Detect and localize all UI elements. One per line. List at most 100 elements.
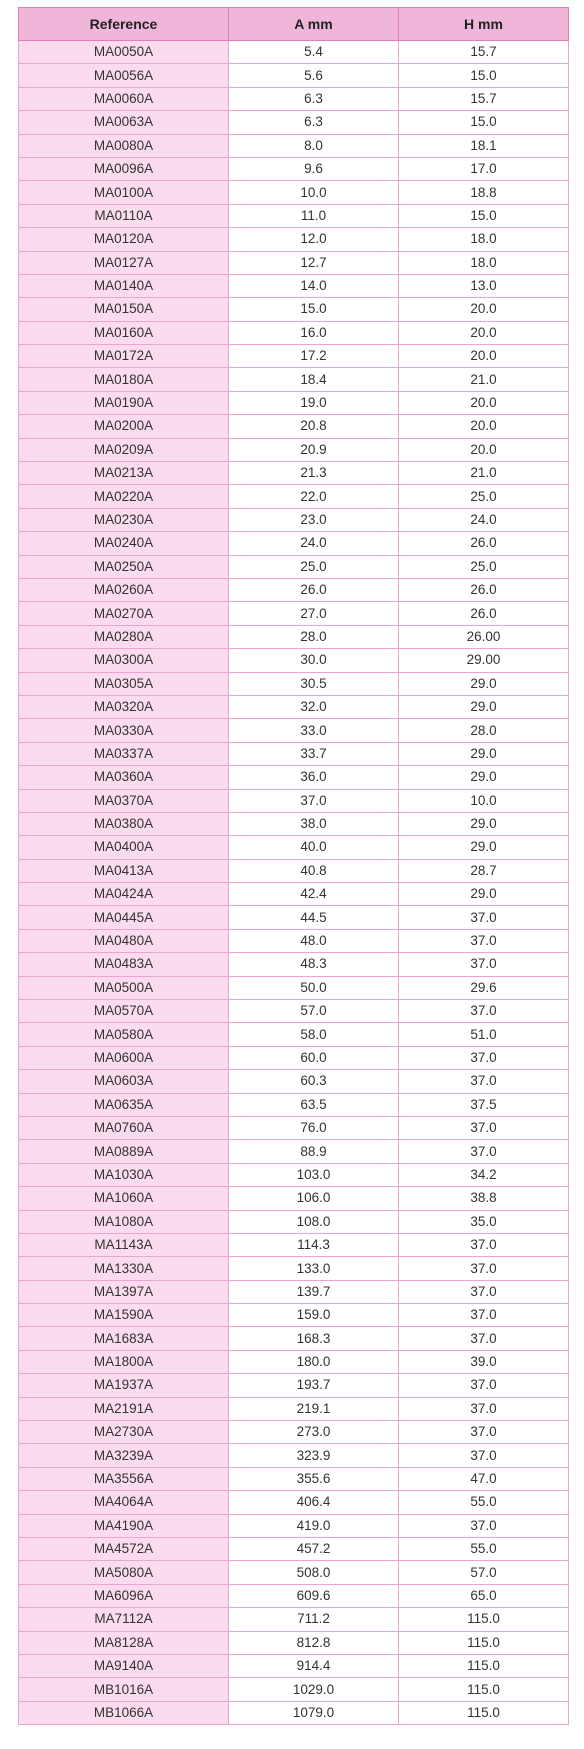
- h-mm-cell: 26.0: [398, 531, 569, 556]
- reference-cell: MA0190A: [18, 390, 229, 416]
- reference-cell: MA0445A: [18, 905, 229, 930]
- h-mm-cell: 37.0: [398, 928, 569, 954]
- a-mm-cell: 15.0: [228, 297, 399, 322]
- table-row: MA0280A 28.0 26.00: [18, 624, 569, 650]
- table-row: MA0260A 26.0 26.0: [18, 577, 569, 603]
- h-mm-cell: 21.0: [398, 367, 569, 392]
- h-mm-cell: 13.0: [398, 273, 569, 299]
- table-row: MA4572A 457.2 55.0: [18, 1536, 569, 1562]
- reference-cell: MA1060A: [18, 1186, 229, 1211]
- a-mm-cell: 355.6: [228, 1466, 399, 1492]
- h-mm-cell: 29.0: [398, 671, 569, 696]
- h-mm-cell: 115.0: [398, 1653, 569, 1679]
- table-row: MA0760A 76.0 37.0: [18, 1115, 569, 1141]
- a-mm-cell: 27.0: [228, 601, 399, 626]
- table-row: MA0889A 88.9 37.0: [18, 1139, 569, 1164]
- reference-cell: MA3556A: [18, 1466, 229, 1492]
- table-row: MA3239A 323.9 37.0: [18, 1443, 569, 1468]
- table-row: MA5080A 508.0 57.0: [18, 1560, 569, 1585]
- a-mm-cell: 406.4: [228, 1490, 399, 1515]
- table-row: MA1397A 139.7 37.0: [18, 1279, 569, 1305]
- h-mm-cell: 37.0: [398, 1420, 569, 1445]
- h-mm-cell: 34.2: [398, 1162, 569, 1188]
- reference-cell: MA0080A: [18, 133, 229, 158]
- reference-cell: MA0400A: [18, 835, 229, 860]
- table-row: MA0337A 33.7 29.0: [18, 741, 569, 767]
- h-mm-cell: 20.0: [398, 437, 569, 463]
- reference-cell: MA0200A: [18, 414, 229, 439]
- h-mm-cell: 37.0: [398, 1443, 569, 1468]
- a-mm-cell: 76.0: [228, 1115, 399, 1141]
- table-row: MA1590A 159.0 37.0: [18, 1303, 569, 1328]
- a-mm-cell: 609.6: [228, 1583, 399, 1609]
- table-row: MA0370A 37.0 10.0: [18, 788, 569, 813]
- table-row: MA0400A 40.0 29.0: [18, 835, 569, 860]
- reference-cell: MA0413A: [18, 858, 229, 884]
- reference-cell: MA1800A: [18, 1349, 229, 1375]
- table-row: MA0320A 32.0 29.0: [18, 694, 569, 720]
- reference-cell: MA0360A: [18, 765, 229, 790]
- h-mm-cell: 38.8: [398, 1186, 569, 1211]
- reference-cell: MA0056A: [18, 63, 229, 88]
- reference-cell: MB1066A: [18, 1700, 229, 1726]
- reference-cell: MA0230A: [18, 507, 229, 533]
- reference-cell: MA0050A: [18, 39, 229, 65]
- table-row: MA0096A 9.6 17.0: [18, 156, 569, 182]
- h-mm-cell: 24.0: [398, 507, 569, 533]
- h-mm-cell: 20.0: [398, 344, 569, 369]
- a-mm-cell: 20.9: [228, 437, 399, 463]
- h-mm-cell: 37.0: [398, 1373, 569, 1398]
- h-mm-cell: 37.0: [398, 1303, 569, 1328]
- dimensions-table: Reference A mm H mm MA0050A 5.4 15.7 MA0056…: [18, 7, 569, 1726]
- reference-cell: MA0480A: [18, 928, 229, 954]
- a-mm-cell: 44.5: [228, 905, 399, 930]
- reference-cell: MA0063A: [18, 110, 229, 135]
- table-row: MA0240A 24.0 26.0: [18, 531, 569, 556]
- reference-cell: MA0150A: [18, 297, 229, 322]
- h-mm-cell: 57.0: [398, 1560, 569, 1585]
- a-mm-cell: 26.0: [228, 577, 399, 603]
- reference-cell: MA8128A: [18, 1630, 229, 1655]
- reference-cell: MA0260A: [18, 577, 229, 603]
- table-row: MA0200A 20.8 20.0: [18, 414, 569, 439]
- table-row: MA0500A 50.0 29.6: [18, 975, 569, 1001]
- a-mm-cell: 30.5: [228, 671, 399, 696]
- table-row: MB1016A 1029.0 115.0: [18, 1677, 569, 1702]
- table-row: MA0230A 23.0 24.0: [18, 507, 569, 533]
- table-row: MA0127A 12.7 18.0: [18, 250, 569, 275]
- reference-cell: MA1590A: [18, 1303, 229, 1328]
- reference-cell: MA0500A: [18, 975, 229, 1001]
- reference-cell: MA0172A: [18, 344, 229, 369]
- h-mm-cell: 29.0: [398, 765, 569, 790]
- reference-cell: MA0060A: [18, 86, 229, 112]
- h-mm-cell: 28.7: [398, 858, 569, 884]
- table-row: MA0330A 33.0 28.0: [18, 718, 569, 743]
- a-mm-cell: 48.0: [228, 928, 399, 954]
- table-row: MA1080A 108.0 35.0: [18, 1209, 569, 1234]
- h-mm-cell: 55.0: [398, 1490, 569, 1515]
- reference-cell: MA1080A: [18, 1209, 229, 1234]
- h-mm-cell: 29.00: [398, 648, 569, 673]
- reference-cell: MA4064A: [18, 1490, 229, 1515]
- table-row: MA0570A 57.0 37.0: [18, 999, 569, 1024]
- table-row: MA1800A 180.0 39.0: [18, 1349, 569, 1375]
- h-mm-cell: 115.0: [398, 1700, 569, 1726]
- h-mm-cell: 28.0: [398, 718, 569, 743]
- a-mm-cell: 114.3: [228, 1232, 399, 1258]
- table-row: MA1030A 103.0 34.2: [18, 1162, 569, 1188]
- header-reference: Reference: [18, 7, 229, 41]
- h-mm-cell: 20.0: [398, 390, 569, 416]
- a-mm-cell: 11.0: [228, 203, 399, 229]
- a-mm-cell: 88.9: [228, 1139, 399, 1164]
- h-mm-cell: 37.0: [398, 1232, 569, 1258]
- a-mm-cell: 42.4: [228, 882, 399, 907]
- a-mm-cell: 193.7: [228, 1373, 399, 1398]
- h-mm-cell: 18.1: [398, 133, 569, 158]
- h-mm-cell: 15.0: [398, 63, 569, 88]
- a-mm-cell: 6.3: [228, 110, 399, 135]
- reference-cell: MA0250A: [18, 554, 229, 579]
- a-mm-cell: 17.2: [228, 344, 399, 369]
- reference-cell: MA0209A: [18, 437, 229, 463]
- reference-cell: MA0760A: [18, 1115, 229, 1141]
- table-row: MA0140A 14.0 13.0: [18, 273, 569, 299]
